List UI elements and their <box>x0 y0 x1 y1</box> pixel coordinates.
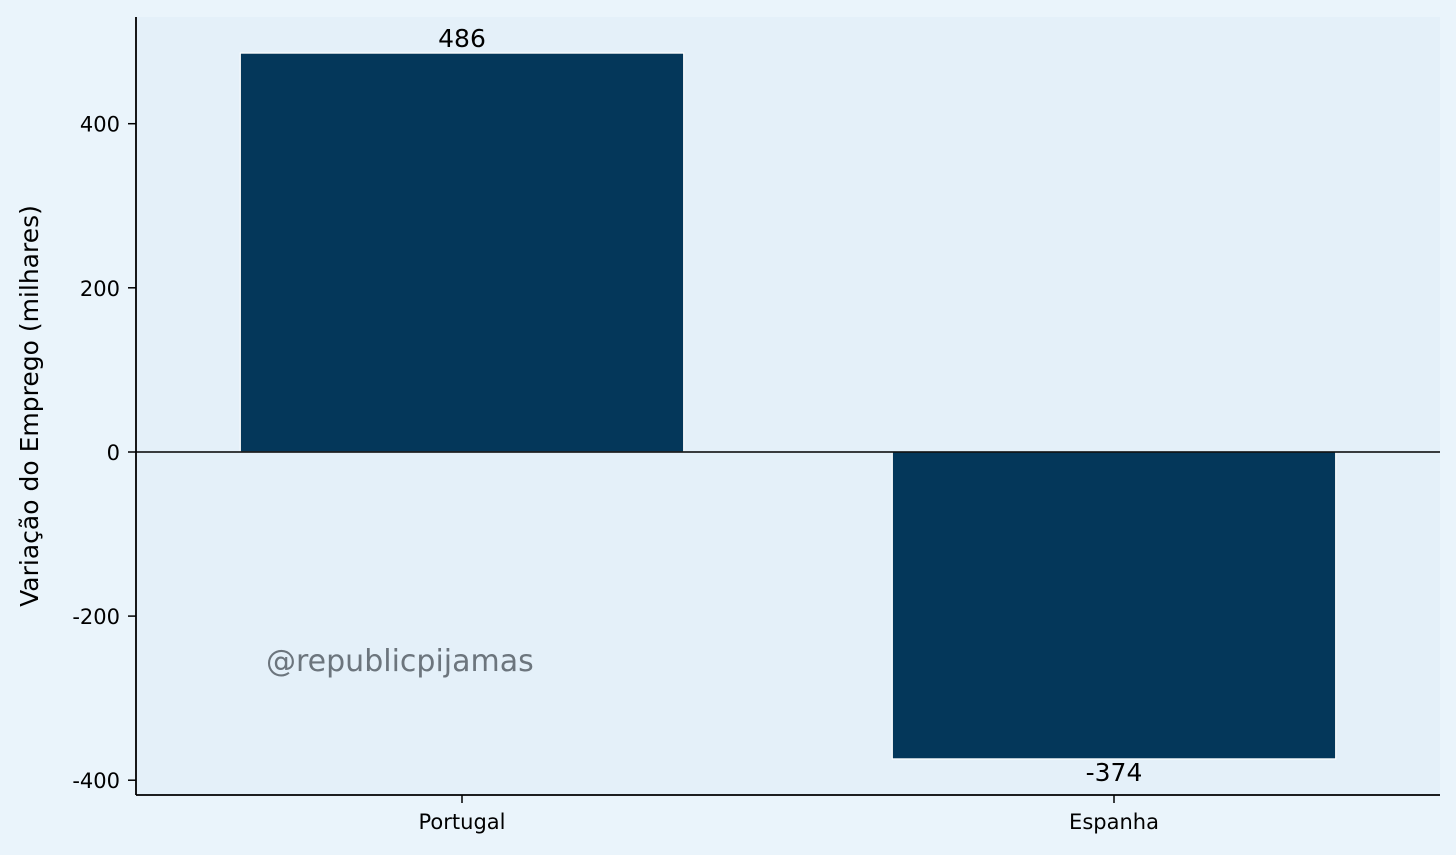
y-tick-label: -200 <box>72 605 120 629</box>
bar-portugal <box>239 52 685 453</box>
bar-espanha <box>891 451 1337 760</box>
x-ticks-layer: Portugal Espanha <box>419 795 1159 834</box>
y-tick-label: 200 <box>80 277 120 301</box>
y-axis-title: Variação do Emprego (milhares) <box>15 205 44 607</box>
bars-layer <box>239 52 1337 760</box>
y-ticks-layer: -400 -200 0 200 400 <box>72 113 136 793</box>
value-label-portugal: 486 <box>438 24 486 53</box>
value-label-espanha: -374 <box>1086 758 1143 787</box>
x-tick-label-espanha: Espanha <box>1069 810 1159 834</box>
y-tick-label: 400 <box>80 113 120 137</box>
x-tick-label-portugal: Portugal <box>419 810 506 834</box>
watermark-text: @republicpijamas <box>266 644 534 679</box>
y-tick-label: -400 <box>72 769 120 793</box>
y-tick-label: 0 <box>107 441 120 465</box>
value-labels-layer: 486 -374 <box>438 24 1142 787</box>
